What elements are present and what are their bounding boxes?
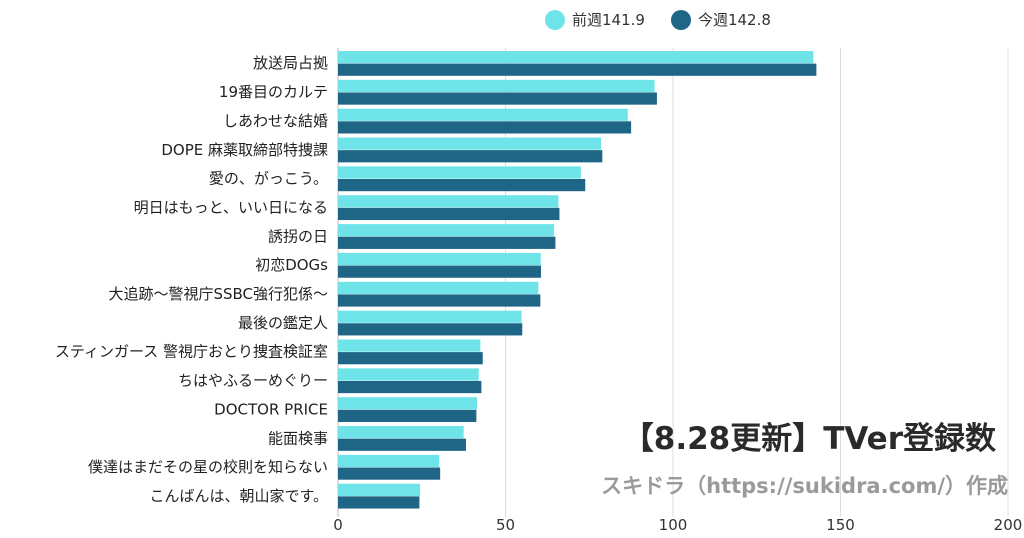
x-tick-label: 0 bbox=[333, 516, 343, 534]
bar-prev-week bbox=[338, 79, 655, 93]
bars bbox=[338, 51, 817, 509]
bar-prev-week bbox=[338, 339, 481, 352]
category-label: 明日はもっと、いい日になる bbox=[134, 198, 328, 216]
bar-prev-week bbox=[338, 397, 478, 410]
bar-this-week bbox=[338, 265, 542, 278]
bar-this-week bbox=[338, 236, 556, 249]
category-label: 最後の鑑定人 bbox=[238, 314, 328, 332]
bar-this-week bbox=[338, 63, 817, 76]
category-label: 愛の、がっこう。 bbox=[209, 170, 328, 188]
bar-prev-week bbox=[338, 224, 555, 237]
bar-this-week bbox=[338, 438, 466, 451]
bar-prev-week bbox=[338, 252, 541, 266]
x-tick-labels: 0 50 100 150 200 bbox=[333, 516, 1022, 534]
category-label: 大追跡～警視庁SSBC強行犯係～ bbox=[108, 285, 328, 303]
bar-prev-week bbox=[338, 281, 539, 294]
chart-headline: 【8.28更新】TVer登録数 bbox=[622, 421, 996, 457]
bar-prev-week bbox=[338, 166, 581, 179]
category-label: ちはやふるーめぐりー bbox=[178, 372, 328, 390]
category-label: こんばんは、朝山家です。 bbox=[149, 487, 328, 505]
category-label: 放送局占拠 bbox=[253, 54, 328, 72]
x-tick-label: 200 bbox=[994, 516, 1023, 534]
x-tick-label: 150 bbox=[826, 516, 855, 534]
bar-prev-week bbox=[338, 368, 479, 381]
bar-this-week bbox=[338, 207, 560, 221]
legend-label-this-week: 今週142.8 bbox=[697, 11, 771, 29]
bar-this-week bbox=[338, 121, 632, 134]
bar-this-week bbox=[338, 409, 477, 422]
bar-this-week bbox=[338, 294, 541, 307]
category-label: 初恋DOGs bbox=[255, 256, 328, 274]
bar-this-week bbox=[338, 496, 420, 509]
chart-credit: スキドラ（https://sukidra.com/）作成 bbox=[601, 474, 1008, 498]
bar-this-week bbox=[338, 352, 483, 365]
bar-prev-week bbox=[338, 51, 814, 64]
category-label: スティンガース 警視庁おとり捜査検証室 bbox=[55, 343, 328, 361]
bar-this-week bbox=[338, 179, 586, 192]
bar-prev-week bbox=[338, 426, 464, 439]
x-tick-label: 100 bbox=[659, 516, 688, 534]
legend-swatch-this-week bbox=[670, 9, 691, 30]
bar-prev-week bbox=[338, 483, 421, 496]
category-label: しあわせな結婚 bbox=[223, 112, 328, 130]
bar-this-week bbox=[338, 467, 441, 480]
bar-this-week bbox=[338, 323, 523, 336]
bar-this-week bbox=[338, 150, 603, 163]
legend-swatch-prev-week bbox=[545, 9, 565, 30]
x-tick-label: 50 bbox=[496, 516, 515, 534]
category-label: 能面検事 bbox=[268, 429, 328, 447]
legend-item-prev-week: 前週141.9 bbox=[545, 9, 645, 30]
bar-prev-week bbox=[338, 195, 559, 208]
category-label: 僕達はまだその星の校則を知らない bbox=[88, 458, 328, 476]
category-label: 19番目のカルテ bbox=[219, 83, 328, 101]
category-label: DOPE 麻薬取締部特捜課 bbox=[161, 141, 328, 159]
category-label: 誘拐の日 bbox=[268, 227, 328, 245]
bar-this-week bbox=[338, 380, 482, 394]
bar-this-week bbox=[338, 92, 657, 105]
legend: 前週141.9 今週142.8 bbox=[545, 9, 771, 30]
category-label: DOCTOR PRICE bbox=[214, 400, 328, 418]
bar-prev-week bbox=[338, 454, 440, 468]
bar-prev-week bbox=[338, 108, 628, 121]
bar-prev-week bbox=[338, 137, 601, 150]
legend-item-this-week: 今週142.8 bbox=[670, 9, 771, 30]
legend-label-prev-week: 前週141.9 bbox=[572, 11, 645, 29]
bar-prev-week bbox=[338, 310, 522, 323]
